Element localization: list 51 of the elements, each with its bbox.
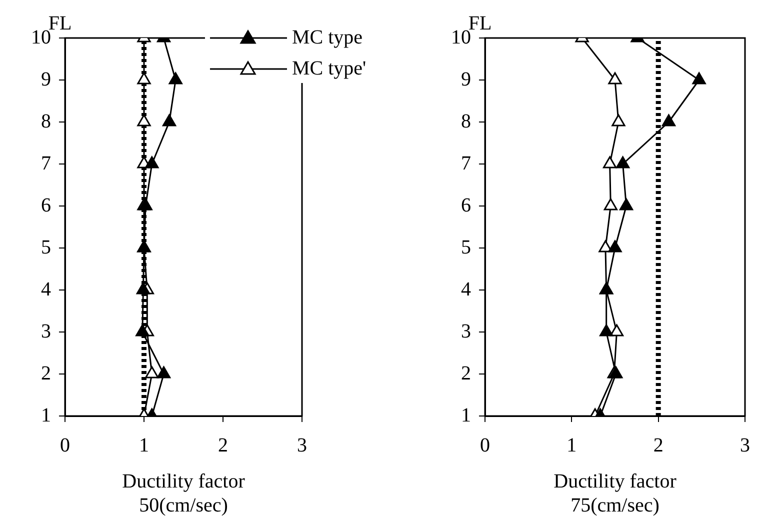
point bbox=[692, 72, 706, 84]
y-tick-label: 5 bbox=[461, 236, 471, 258]
point bbox=[616, 156, 630, 168]
y-tick-label: 4 bbox=[41, 278, 51, 300]
point bbox=[145, 366, 159, 378]
y-tick-label: 4 bbox=[461, 278, 471, 300]
x-axis-title: Ductility factor 75(cm/sec) bbox=[554, 470, 677, 516]
y-tick-label: 2 bbox=[41, 362, 51, 384]
point bbox=[162, 114, 176, 126]
y-tick-label: 3 bbox=[461, 320, 471, 342]
point bbox=[610, 324, 624, 336]
y-tick-label: 2 bbox=[461, 362, 471, 384]
y-tick-label: 3 bbox=[41, 320, 51, 342]
x-tick-label: 0 bbox=[480, 434, 490, 456]
point bbox=[602, 156, 617, 168]
x-tick-label: 3 bbox=[740, 434, 750, 456]
x-tick-label: 3 bbox=[297, 434, 307, 456]
point bbox=[136, 282, 150, 294]
y-tick-label: 8 bbox=[41, 110, 51, 132]
y-tick-label: 6 bbox=[461, 194, 471, 216]
x-tick-label: 2 bbox=[653, 434, 664, 456]
point bbox=[604, 198, 618, 210]
point bbox=[612, 114, 626, 126]
x-tick-label: 1 bbox=[139, 434, 149, 456]
y-tick-label: 6 bbox=[41, 194, 51, 216]
y-tick-label: 9 bbox=[461, 68, 471, 90]
point bbox=[619, 198, 634, 210]
x-tick-label: 2 bbox=[218, 434, 228, 456]
legend-label: MC type bbox=[292, 26, 363, 48]
y-tick-label: 9 bbox=[41, 68, 51, 90]
point bbox=[600, 324, 614, 336]
point bbox=[608, 72, 622, 84]
point bbox=[168, 72, 182, 84]
point bbox=[662, 114, 676, 126]
y-tick-label: 8 bbox=[461, 110, 471, 132]
x-tick-label: 0 bbox=[60, 434, 70, 456]
point bbox=[608, 240, 622, 252]
y-tick-label: 7 bbox=[461, 152, 471, 174]
y-tick-label: 1 bbox=[41, 404, 51, 426]
point bbox=[598, 240, 612, 252]
point bbox=[136, 324, 150, 336]
x-tick-label: 1 bbox=[566, 434, 577, 456]
x-axis-title: Ductility factor 50(cm/sec) bbox=[122, 470, 246, 516]
y-tick-label: 5 bbox=[41, 236, 51, 258]
point bbox=[156, 366, 171, 378]
point bbox=[145, 156, 159, 168]
legend-label: MC type' bbox=[292, 57, 366, 80]
point bbox=[137, 72, 151, 84]
y-tick-label: 7 bbox=[41, 152, 51, 174]
point bbox=[137, 114, 151, 126]
y-tick-label: 1 bbox=[461, 404, 471, 426]
